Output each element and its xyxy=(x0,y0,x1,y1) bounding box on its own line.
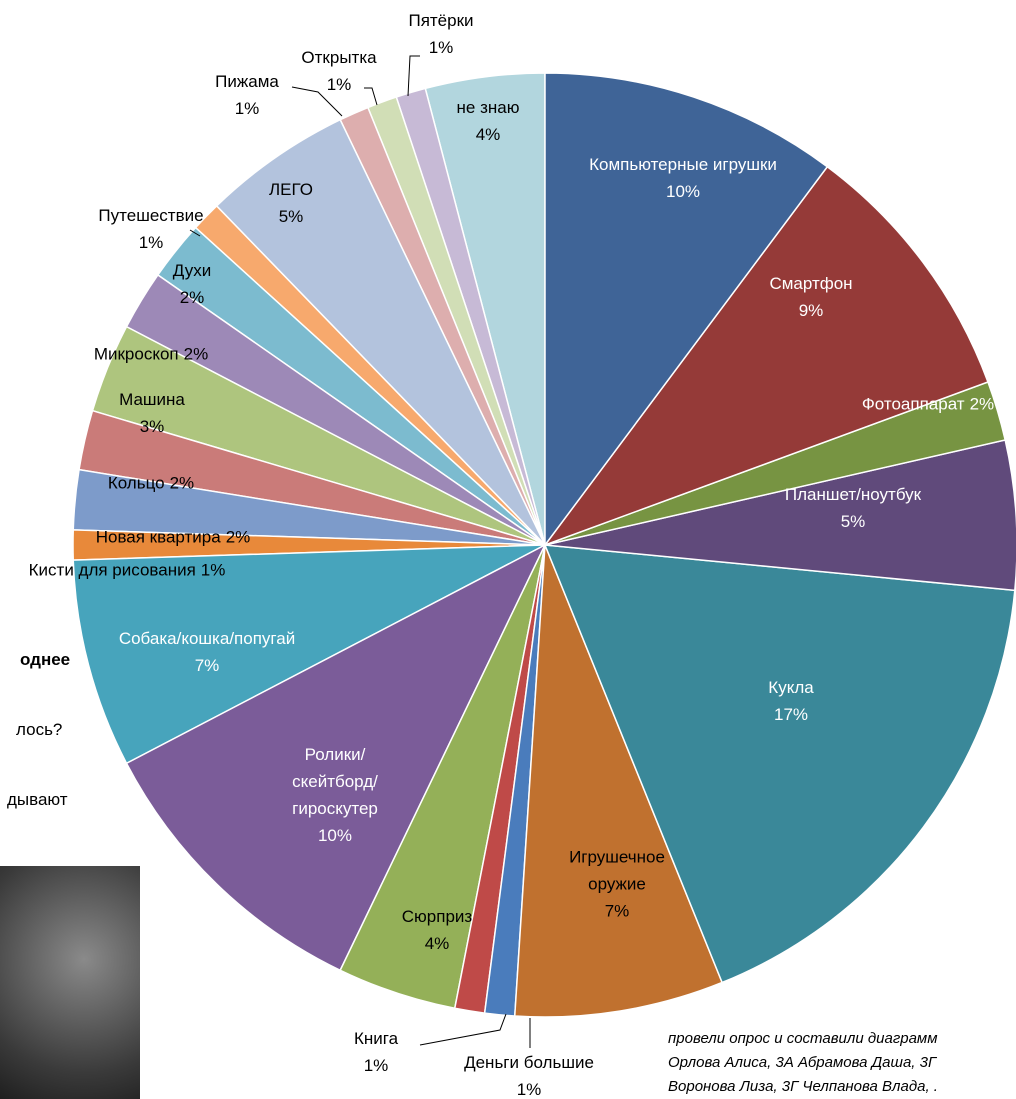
category-label: Сюрприз xyxy=(401,907,473,926)
value-label: 1% xyxy=(326,75,352,94)
slice-label: Сюрприз 4% xyxy=(402,903,472,957)
category-label: Компьютерные игрушки xyxy=(589,155,777,174)
value-label: 7% xyxy=(604,901,630,921)
slice-label: Кисти для рисования 1% xyxy=(29,557,226,584)
slice-label: Смартфон 9% xyxy=(769,270,852,324)
pie-slice xyxy=(543,544,1016,984)
slice-label: Ролики/ скейтборд/ гироскутер 10% xyxy=(292,741,378,849)
value-label: 10% xyxy=(317,826,353,845)
value-label: 1% xyxy=(200,560,226,580)
credits: провели опрос и составили диаграмм xyxy=(668,1030,938,1047)
category-label: Деньги большие xyxy=(464,1053,594,1072)
background-text: дывают xyxy=(7,790,68,809)
slice-label: ЛЕГО 5% xyxy=(269,176,313,230)
category-label: Игрушечное оружие xyxy=(569,847,665,894)
value-label: 5% xyxy=(840,512,866,531)
category-label: Собака/кошка/попугай xyxy=(118,629,296,648)
leader-line xyxy=(407,55,420,97)
value-label: 7% xyxy=(194,656,220,675)
value-label: 3% xyxy=(139,417,165,436)
category-label: Планшет/ноутбук xyxy=(784,485,922,504)
category-label: Ролики/ скейтборд/ гироскутер xyxy=(292,745,378,818)
slice-label: Путешествие 1% xyxy=(98,202,203,256)
value-label: 10% xyxy=(665,182,701,201)
category-label: Пижама xyxy=(215,72,279,91)
pie-slice xyxy=(125,543,547,972)
category-label: Фотоаппарат xyxy=(861,394,965,414)
value-label: 1% xyxy=(516,1080,542,1099)
category-label: Путешествие xyxy=(98,206,204,225)
leader-line xyxy=(419,1013,507,1046)
photo xyxy=(0,866,140,1099)
slice-label: не знаю 4% xyxy=(457,94,520,148)
value-label: 9% xyxy=(798,301,824,320)
category-label: не знаю xyxy=(456,98,520,117)
value-label: 1% xyxy=(234,99,260,118)
category-label: Смартфон xyxy=(769,274,853,293)
slice-label: Пижама 1% xyxy=(215,68,279,122)
slice-label: Фотоаппарат 2% xyxy=(862,391,994,418)
value-label: 17% xyxy=(773,705,809,724)
value-label: 2% xyxy=(969,394,995,414)
pie-slice xyxy=(215,118,546,546)
background-text: однее xyxy=(20,650,71,669)
pie-slice xyxy=(72,544,546,765)
category-label: Открытка xyxy=(301,48,377,67)
value-label: 2% xyxy=(225,527,251,547)
slice-label: Новая квартира 2% xyxy=(96,524,251,551)
slice-label: Кукла 17% xyxy=(768,674,813,728)
value-label: 4% xyxy=(475,125,501,144)
slice-label: Книга 1% xyxy=(354,1025,398,1079)
value-label: 4% xyxy=(424,934,450,953)
background-text: лось? xyxy=(16,720,63,739)
slice-label: Кольцо 2% xyxy=(108,470,194,497)
slice-label: Компьютерные игрушки 10% xyxy=(589,151,777,205)
value-label: 2% xyxy=(179,288,205,307)
category-label: Кольцо xyxy=(107,473,165,493)
credits: Воронова Лиза, 3Г Челпанова Влада, . xyxy=(668,1078,938,1095)
value-label: 1% xyxy=(363,1056,389,1075)
category-label: Кисти для рисования xyxy=(28,560,196,580)
slice-label: Микроскоп 2% xyxy=(94,341,208,368)
slice-label: Открытка 1% xyxy=(301,44,376,98)
category-label: Машина xyxy=(119,390,185,409)
category-label: Пятёрки xyxy=(408,11,474,30)
value-label: 1% xyxy=(428,38,454,57)
category-label: ЛЕГО xyxy=(269,180,313,199)
value-label: 5% xyxy=(278,207,304,226)
pie-slice xyxy=(513,544,724,1018)
credits: Орлова Алиса, 3А Абрамова Даша, 3Г xyxy=(668,1054,937,1071)
category-label: Кукла xyxy=(768,678,814,697)
category-label: Микроскоп xyxy=(93,344,179,364)
slice-label: Планшет/ноутбук 5% xyxy=(785,481,921,535)
slice-label: Духи 2% xyxy=(173,257,211,311)
pie-slice xyxy=(544,72,829,548)
value-label: 2% xyxy=(183,344,209,364)
leader-lines xyxy=(189,55,531,1048)
pie-slice xyxy=(542,165,989,547)
leader-line xyxy=(364,87,378,106)
slice-label: Пятёрки 1% xyxy=(408,7,473,61)
category-label: Духи xyxy=(172,261,212,280)
slice-label: Деньги большие 1% xyxy=(464,1049,594,1099)
slice-label: Собака/кошка/попугай 7% xyxy=(119,625,295,679)
category-label: Книга xyxy=(353,1029,399,1048)
value-label: 1% xyxy=(138,233,164,252)
leader-line xyxy=(189,229,201,237)
slice-label: Игрушечное оружие 7% xyxy=(569,844,665,925)
value-label: 2% xyxy=(169,473,195,493)
category-label: Новая квартира xyxy=(95,527,221,547)
leader-line xyxy=(291,86,343,117)
slice-label: Машина 3% xyxy=(119,386,185,440)
